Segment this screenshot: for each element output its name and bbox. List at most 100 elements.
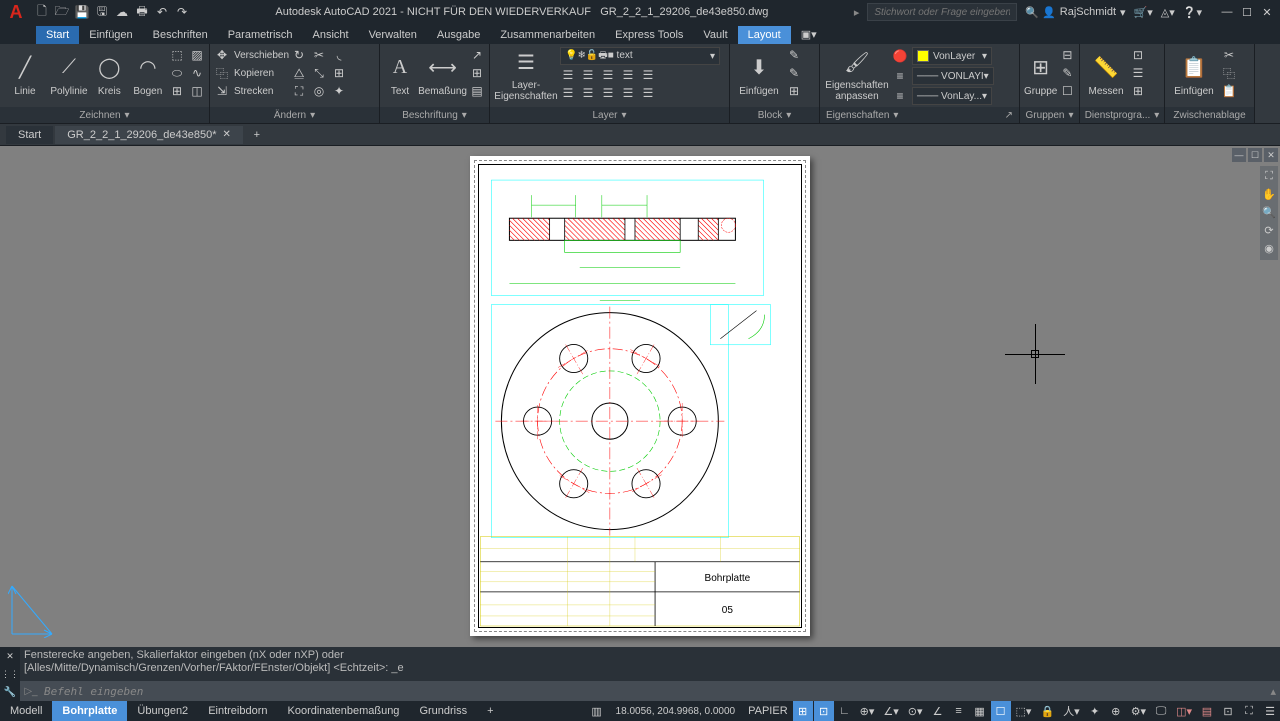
drawing-canvas[interactable]: — ☐ ✕ ⛶ ✋ 🔍 ⟳ ◉	[0, 146, 1280, 647]
layout-add-button[interactable]: +	[477, 701, 503, 721]
pastespec-icon[interactable]: 📋	[1221, 83, 1237, 99]
einfuegen-button[interactable]: ⬇Einfügen	[734, 46, 784, 102]
lay7-icon[interactable]: ☰	[580, 85, 596, 101]
region-icon[interactable]: ◫	[189, 83, 205, 99]
tab-zusammen[interactable]: Zusammenarbeiten	[490, 26, 605, 44]
cart-icon[interactable]: 🛒▾	[1134, 6, 1153, 19]
lay4-icon[interactable]: ☰	[620, 67, 636, 83]
tab-layout[interactable]: Layout	[738, 26, 791, 44]
tab-verwalten[interactable]: Verwalten	[359, 26, 427, 44]
navbar-wheel-icon[interactable]: ◉	[1262, 242, 1276, 256]
util2-icon[interactable]: ☰	[1130, 65, 1146, 81]
tab-start[interactable]: Start	[36, 26, 79, 44]
close-icon[interactable]: ✕	[1258, 4, 1276, 20]
autodesk-icon[interactable]: ◬▾	[1161, 6, 1175, 19]
monitor-toggle[interactable]: 🖵	[1151, 701, 1171, 721]
mirror-icon[interactable]: ⧋	[291, 65, 307, 81]
array-icon[interactable]: ⊞	[331, 65, 347, 81]
annoauto-toggle[interactable]: ✦	[1085, 701, 1105, 721]
cleanscreen-toggle[interactable]: ⛶	[1239, 701, 1259, 721]
minimize-icon[interactable]: —	[1218, 4, 1236, 20]
grid-toggle[interactable]: ⊞	[793, 701, 813, 721]
offset-icon[interactable]: ◎	[311, 83, 327, 99]
lay5-icon[interactable]: ☰	[640, 67, 656, 83]
gruppe-button[interactable]: ⊞Gruppe	[1024, 46, 1057, 102]
color-dropdown[interactable]: VonLayer▾	[912, 47, 992, 65]
cut-icon[interactable]: ✂	[1221, 47, 1237, 63]
edit-icon[interactable]: ✎	[786, 65, 802, 81]
iso-toggle[interactable]: ∠▾	[879, 701, 902, 721]
tab-parametrisch[interactable]: Parametrisch	[218, 26, 303, 44]
command-prompt[interactable]: Befehl eingeben	[44, 685, 1264, 698]
leader-icon[interactable]: ↗	[469, 47, 485, 63]
maximize-icon[interactable]: ☐	[1238, 4, 1256, 20]
eigenschaften-anpassen-button[interactable]: 🖌Eigenschaften anpassen	[824, 46, 890, 102]
units-toggle[interactable]: ◫▾	[1172, 701, 1196, 721]
annoscale-toggle[interactable]: 🔒	[1036, 701, 1058, 721]
app-logo[interactable]: A	[4, 0, 28, 24]
hatch-icon[interactable]: ▨	[189, 47, 205, 63]
cmd-handle-icon[interactable]: ⋮⋮	[1, 669, 19, 680]
attr-icon[interactable]: ⊞	[786, 83, 802, 99]
ws-toggle[interactable]: ⚙▾	[1127, 701, 1150, 721]
snap-toggle[interactable]: ⊡	[814, 701, 834, 721]
annosync-toggle[interactable]: ⊕	[1106, 701, 1126, 721]
layout-tab-uebungen[interactable]: Übungen2	[127, 701, 198, 721]
layout-tab-modell[interactable]: Modell	[0, 701, 52, 721]
navbar-full-icon[interactable]: ⛶	[1262, 170, 1276, 184]
tab-ansicht[interactable]: Ansicht	[303, 26, 359, 44]
doc-tab-file[interactable]: GR_2_2_1_29206_de43e850*✕	[55, 126, 243, 144]
messen-button[interactable]: 📏Messen	[1084, 46, 1128, 102]
groupsel-icon[interactable]: ☐	[1059, 83, 1075, 99]
bemassung-button[interactable]: ⟷Bemaßung	[418, 46, 467, 102]
undo-icon[interactable]: ↶	[154, 4, 170, 20]
tab-express[interactable]: Express Tools	[605, 26, 693, 44]
create-icon[interactable]: ✎	[786, 47, 802, 63]
cmd-config-icon[interactable]: 🔧	[4, 687, 16, 698]
rotate-icon[interactable]: ↻	[291, 47, 307, 63]
viewport-close-icon[interactable]: ✕	[1264, 148, 1278, 162]
doc-tab-start[interactable]: Start	[6, 126, 53, 144]
copy2-icon[interactable]: ⿻	[1221, 65, 1237, 81]
lay1-icon[interactable]: ☰	[560, 67, 576, 83]
space-indicator[interactable]: PAPIER	[744, 701, 792, 721]
polar-toggle[interactable]: ⊕▾	[856, 701, 879, 721]
saveas-icon[interactable]: 🖫	[94, 4, 110, 20]
viewport-min-icon[interactable]: —	[1232, 148, 1246, 162]
verschieben-button[interactable]: ✥Verschieben	[214, 46, 289, 64]
util3-icon[interactable]: ⊞	[1130, 83, 1146, 99]
lay2-icon[interactable]: ☰	[580, 67, 596, 83]
layer-eigenschaften-button[interactable]: ☰Layer-Eigenschaften	[494, 46, 558, 102]
tab-ausgabe[interactable]: Ausgabe	[427, 26, 490, 44]
transparency-toggle[interactable]: ▦	[970, 701, 990, 721]
lineweight-dropdown[interactable]: ─── VonLay...▾	[912, 87, 992, 105]
lay9-icon[interactable]: ☰	[620, 85, 636, 101]
lweight-toggle[interactable]: ≡	[949, 701, 969, 721]
layout-tab-grundriss[interactable]: Grundriss	[409, 701, 477, 721]
layout-tab-eintreibdorn[interactable]: Eintreibdorn	[198, 701, 277, 721]
lay8-icon[interactable]: ☰	[600, 85, 616, 101]
polylinie-button[interactable]: ⟋Polylinie	[48, 46, 90, 102]
text-button[interactable]: AText	[384, 46, 416, 102]
fillet-icon[interactable]: ◟	[331, 47, 347, 63]
user-menu[interactable]: 🔍 👤 RajSchmidt ▾	[1025, 6, 1125, 19]
ellipse-icon[interactable]: ⬭	[169, 65, 185, 81]
open-icon[interactable]: 🗁	[54, 4, 70, 20]
viewport-max-icon[interactable]: ☐	[1248, 148, 1262, 162]
linie-button[interactable]: ╱Linie	[4, 46, 46, 102]
groupedit-icon[interactable]: ✎	[1059, 65, 1075, 81]
redo-icon[interactable]: ↷	[174, 4, 190, 20]
tab-vault[interactable]: Vault	[693, 26, 737, 44]
tab-einfuegen[interactable]: Einfügen	[79, 26, 142, 44]
plot-icon[interactable]: 🖶	[134, 4, 150, 20]
help-icon[interactable]: ❔▾	[1183, 6, 1202, 19]
cmd-close-icon[interactable]: ✕	[6, 651, 14, 662]
navbar-zoom-icon[interactable]: 🔍	[1262, 206, 1276, 220]
search-input[interactable]	[867, 3, 1017, 21]
ungroup-icon[interactable]: ⊟	[1059, 47, 1075, 63]
table-icon[interactable]: ⊞	[469, 65, 485, 81]
layer-dropdown[interactable]: 💡❄🔓🖶■ text▾	[560, 47, 720, 65]
custom-toggle[interactable]: ☰	[1260, 701, 1280, 721]
otrack-toggle[interactable]: ∠	[928, 701, 948, 721]
save-icon[interactable]: 💾	[74, 4, 90, 20]
